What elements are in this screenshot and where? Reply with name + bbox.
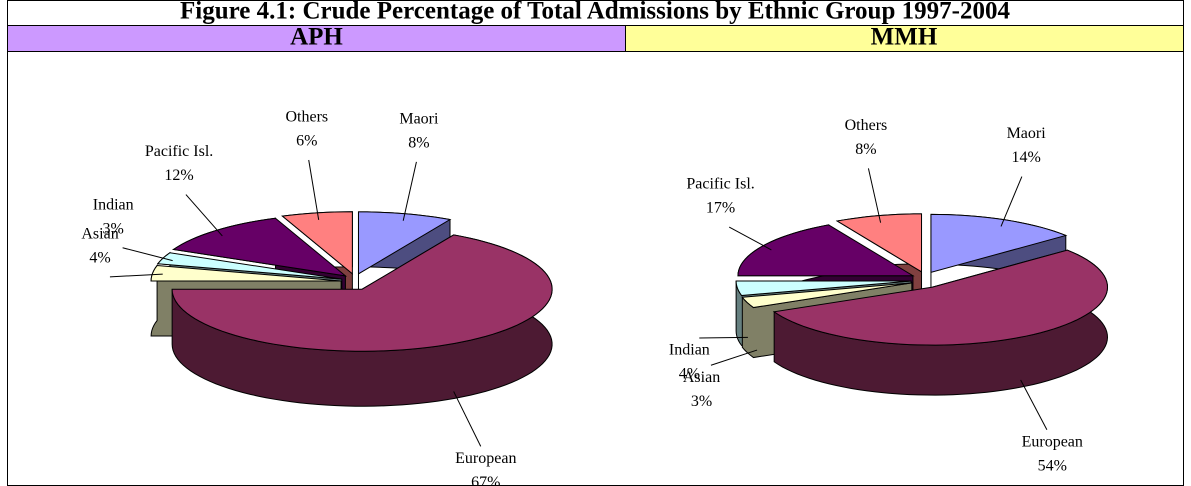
leader-line: [109, 273, 163, 278]
slice-value: 54%: [1038, 457, 1067, 474]
panel-title: MMH: [871, 24, 938, 51]
slice: [737, 224, 915, 277]
slice-value: 4%: [89, 250, 110, 267]
slice-label: Pacific Isl.: [145, 143, 213, 160]
slice-label: Maori: [399, 111, 439, 128]
slice-label: European: [455, 450, 516, 467]
slice: [930, 213, 1068, 274]
slice-value: 8%: [855, 141, 876, 158]
slice-label: Others: [845, 117, 888, 134]
slice-label: Indian: [93, 196, 134, 213]
slice-value: 67%: [471, 474, 500, 486]
leader-line: [308, 159, 320, 220]
slice: [171, 234, 553, 352]
slice: [172, 217, 348, 277]
leader-line: [867, 168, 882, 223]
slice: [741, 282, 912, 309]
slice: [150, 265, 342, 282]
slice-label: European: [1022, 433, 1083, 450]
slice-label: Indian: [669, 342, 710, 359]
slice: [772, 249, 1109, 346]
leader-line: [1020, 379, 1048, 430]
slice-value: 17%: [706, 200, 735, 217]
slice-value: 14%: [1011, 149, 1040, 166]
slice-value: 12%: [164, 167, 193, 184]
slice-label: Pacific Isl.: [686, 176, 754, 193]
leader-line: [728, 226, 772, 251]
panel-title: APH: [290, 24, 343, 51]
panel-header: [625, 26, 1183, 51]
leader-line: [185, 194, 223, 237]
slice-label: Maori: [1007, 125, 1047, 142]
slice: [835, 213, 923, 273]
slice: [357, 211, 452, 275]
slice-label: Asian: [81, 226, 118, 243]
leader-line: [710, 349, 758, 366]
panel-header: [8, 26, 625, 51]
figure-title: Figure 4.1: Crude Percentage of Total Ad…: [180, 0, 1010, 25]
leader-line: [1000, 176, 1023, 227]
slice-value: 8%: [408, 135, 429, 152]
slice-value: 3%: [103, 220, 124, 237]
leader-line: [699, 336, 748, 339]
slice-value: 6%: [296, 133, 317, 150]
slice-value: 3%: [691, 393, 712, 410]
slice-label: Others: [286, 109, 329, 126]
slice-value: 4%: [679, 366, 700, 383]
leader-line: [453, 391, 482, 447]
leader-line: [122, 247, 173, 262]
slice: [281, 211, 353, 275]
slice: [735, 280, 912, 296]
slice-label: Asian: [683, 369, 720, 386]
leader-line: [402, 161, 417, 221]
